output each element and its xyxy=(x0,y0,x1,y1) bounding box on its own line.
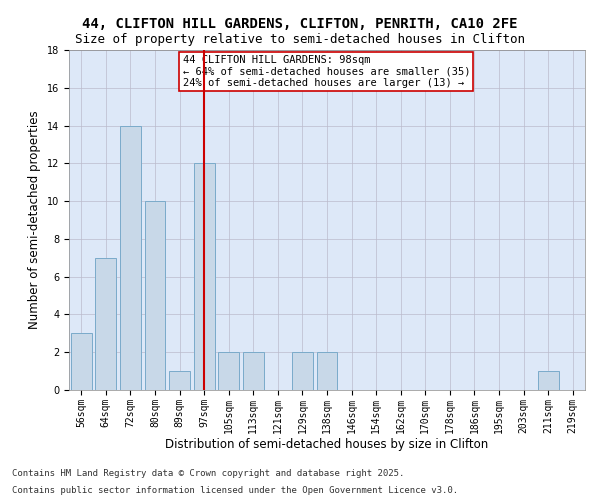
Text: Size of property relative to semi-detached houses in Clifton: Size of property relative to semi-detach… xyxy=(75,32,525,46)
X-axis label: Distribution of semi-detached houses by size in Clifton: Distribution of semi-detached houses by … xyxy=(166,438,488,452)
Bar xyxy=(95,258,116,390)
Y-axis label: Number of semi-detached properties: Number of semi-detached properties xyxy=(28,110,41,330)
Text: Contains public sector information licensed under the Open Government Licence v3: Contains public sector information licen… xyxy=(12,486,458,495)
Text: 44 CLIFTON HILL GARDENS: 98sqm
← 64% of semi-detached houses are smaller (35)
24: 44 CLIFTON HILL GARDENS: 98sqm ← 64% of … xyxy=(182,55,470,88)
Bar xyxy=(71,334,92,390)
Bar xyxy=(145,201,166,390)
Bar xyxy=(243,352,264,390)
Text: Contains HM Land Registry data © Crown copyright and database right 2025.: Contains HM Land Registry data © Crown c… xyxy=(12,468,404,477)
Bar xyxy=(292,352,313,390)
Bar xyxy=(169,371,190,390)
Bar xyxy=(120,126,141,390)
Text: 44, CLIFTON HILL GARDENS, CLIFTON, PENRITH, CA10 2FE: 44, CLIFTON HILL GARDENS, CLIFTON, PENRI… xyxy=(82,18,518,32)
Bar xyxy=(538,371,559,390)
Bar xyxy=(194,164,215,390)
Bar xyxy=(218,352,239,390)
Bar xyxy=(317,352,337,390)
